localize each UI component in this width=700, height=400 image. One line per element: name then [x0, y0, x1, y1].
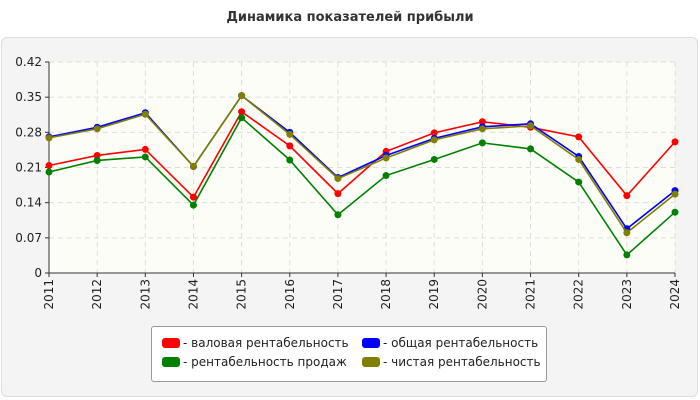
legend-label: - общая рентабельность	[383, 336, 539, 350]
data-point	[527, 145, 535, 153]
data-point	[478, 118, 486, 126]
series-line	[48, 110, 676, 199]
legend-label: - чистая рентабельность	[383, 355, 541, 369]
data-point	[238, 108, 246, 116]
data-point	[141, 153, 149, 161]
legend-item-sales: - рентабельность продаж	[162, 355, 347, 369]
legend-swatch	[362, 338, 380, 348]
data-point	[430, 129, 438, 137]
chart-title: Динамика показателей прибыли	[226, 10, 474, 25]
data-point	[189, 162, 197, 170]
x-tick-label: 2021	[524, 279, 538, 310]
data-point	[430, 136, 438, 144]
legend-label: - валовая рентабельность	[183, 336, 349, 350]
data-point	[45, 134, 53, 142]
y-tick-label: 0.14	[15, 196, 42, 210]
legend-swatch	[362, 357, 380, 367]
y-tick-label: 0.42	[15, 55, 42, 69]
x-tick-label: 2012	[90, 279, 104, 310]
y-tick-label: 0	[34, 266, 42, 280]
data-point	[575, 133, 583, 141]
legend-swatch	[162, 338, 180, 348]
x-tick-label: 2023	[620, 279, 634, 310]
legend-label: - рентабельность продаж	[183, 355, 347, 369]
data-point	[93, 125, 101, 133]
y-tick-label: 0.21	[15, 161, 42, 175]
data-point	[93, 156, 101, 164]
data-point	[286, 156, 294, 164]
data-point	[527, 122, 535, 130]
x-tick-label: 2015	[235, 279, 249, 310]
series-line	[48, 94, 676, 230]
x-tick-label: 2013	[138, 279, 152, 310]
data-point	[141, 145, 149, 153]
data-point	[382, 154, 390, 162]
data-point	[93, 151, 101, 159]
data-point	[575, 155, 583, 163]
data-point	[189, 193, 197, 201]
series-line	[48, 94, 676, 234]
data-point	[189, 201, 197, 209]
data-point	[478, 125, 486, 133]
x-tick-label: 2014	[186, 279, 200, 310]
x-tick-label: 2022	[572, 279, 586, 310]
data-point	[575, 178, 583, 186]
data-point	[430, 155, 438, 163]
series-line	[48, 116, 676, 257]
x-tick-label: 2018	[379, 279, 393, 310]
legend-item-net: - чистая рентабельность	[362, 355, 541, 369]
data-point	[623, 251, 631, 259]
x-tick-label: 2016	[283, 279, 297, 310]
data-point	[334, 175, 342, 183]
data-point	[671, 190, 679, 198]
y-tick-label: 0.35	[15, 90, 42, 104]
data-point	[334, 190, 342, 198]
data-point	[478, 139, 486, 147]
data-point	[286, 142, 294, 150]
legend-swatch	[162, 357, 180, 367]
data-point	[286, 130, 294, 138]
data-point	[45, 161, 53, 169]
y-tick-label: 0.07	[15, 231, 42, 245]
data-point	[238, 92, 246, 100]
data-point	[141, 110, 149, 118]
legend-item-total: - общая рентабельность	[362, 336, 538, 350]
data-point	[623, 192, 631, 200]
x-tick-label: 2017	[331, 279, 345, 310]
legend-item-gross: - валовая рентабельность	[162, 336, 349, 350]
data-point	[623, 229, 631, 237]
data-point	[671, 138, 679, 146]
x-tick-label: 2024	[668, 279, 682, 310]
y-tick-label: 0.28	[15, 125, 42, 139]
legend: - валовая рентабельность - общая рентабе…	[151, 326, 547, 382]
x-tick-label: 2020	[475, 279, 489, 310]
data-point	[671, 208, 679, 216]
data-point	[238, 114, 246, 122]
data-point	[334, 211, 342, 219]
data-point	[382, 172, 390, 180]
x-tick-label: 2019	[427, 279, 441, 310]
data-point	[45, 168, 53, 176]
x-tick-label: 2011	[42, 279, 56, 310]
